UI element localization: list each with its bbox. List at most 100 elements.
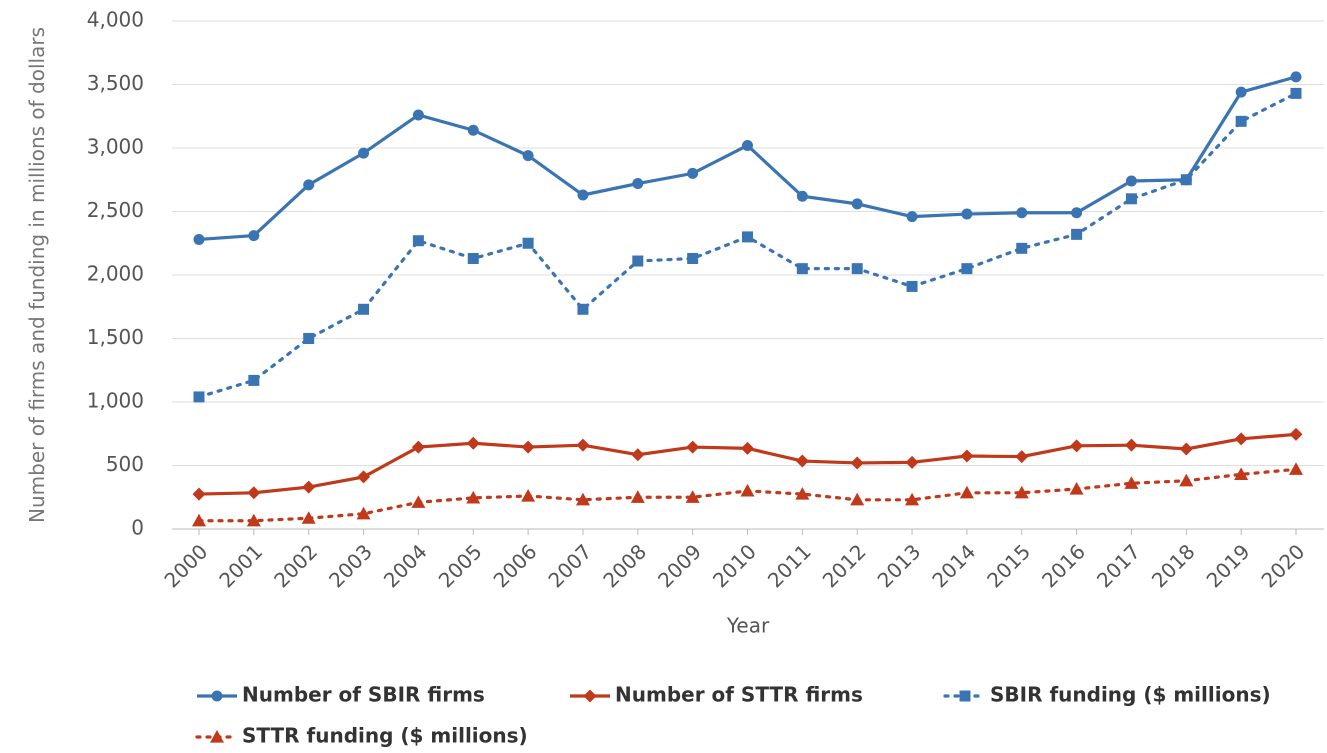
data-point — [906, 211, 918, 223]
x-tick-label: 2009 — [653, 539, 706, 592]
data-point — [851, 263, 863, 275]
data-point — [1290, 87, 1302, 99]
data-point — [630, 490, 645, 503]
data-point — [1289, 462, 1303, 475]
data-point — [1016, 207, 1028, 219]
x-tick-label: 2006 — [489, 539, 542, 592]
data-point — [358, 147, 370, 159]
data-point — [193, 233, 205, 245]
data-point — [1180, 174, 1192, 186]
x-tick-label: 2004 — [379, 539, 432, 592]
x-tick-label: 2003 — [324, 539, 377, 592]
data-point — [1014, 485, 1029, 499]
data-point — [303, 333, 315, 344]
data-point — [1125, 193, 1137, 205]
data-point — [687, 252, 699, 264]
x-tick-label: 2008 — [598, 539, 651, 592]
y-tick-label: 2,000 — [87, 262, 144, 286]
y-tick-label: 3,000 — [87, 135, 144, 159]
data-point — [961, 208, 973, 220]
data-point — [795, 454, 809, 468]
x-tick-label: 2016 — [1037, 539, 1090, 592]
data-point — [467, 124, 479, 136]
data-point — [1016, 242, 1028, 254]
data-point — [905, 455, 919, 469]
data-point — [905, 492, 920, 506]
data-point — [521, 488, 536, 502]
x-tick-label: 2012 — [818, 539, 871, 592]
x-tick-label: 2007 — [543, 539, 596, 592]
data-point — [411, 440, 425, 454]
data-point — [1071, 228, 1083, 240]
data-point — [742, 139, 753, 151]
data-point — [1234, 467, 1249, 480]
legend-label: SBIR funding ($ millions) — [990, 683, 1271, 707]
data-point — [1124, 476, 1139, 489]
data-point — [577, 189, 589, 201]
data-point — [192, 487, 206, 501]
data-point — [466, 436, 480, 450]
legend-marker — [583, 689, 597, 703]
x-tick-label: 2019 — [1202, 539, 1255, 592]
data-point — [960, 449, 974, 463]
x-tick-label: 2018 — [1147, 539, 1200, 592]
data-point — [1289, 427, 1303, 441]
legend-marker — [211, 690, 223, 702]
y-tick-label: 500 — [106, 452, 144, 476]
data-point — [193, 391, 205, 403]
data-point — [248, 230, 260, 242]
x-tick-label: 2005 — [434, 539, 487, 592]
x-tick-label: 2001 — [214, 539, 267, 592]
x-tick-label: 2020 — [1256, 539, 1309, 592]
data-point — [742, 231, 753, 243]
y-tick-label: 1,000 — [87, 389, 144, 413]
data-point — [192, 513, 206, 527]
data-point — [1124, 438, 1138, 452]
data-point — [1235, 86, 1247, 98]
data-point — [1179, 473, 1194, 487]
x-tick-label: 2013 — [873, 539, 926, 592]
data-point — [850, 456, 864, 470]
y-tick-label: 1,500 — [87, 325, 144, 349]
data-point — [575, 492, 590, 506]
data-point — [1070, 439, 1084, 453]
x-tick-label: 2010 — [708, 539, 761, 592]
data-point — [1125, 175, 1137, 187]
data-point — [1071, 207, 1083, 219]
data-point — [303, 179, 315, 191]
x-tick-label: 2017 — [1092, 539, 1145, 592]
data-point — [412, 109, 424, 121]
data-point — [248, 374, 260, 386]
series-line — [197, 91, 1298, 399]
data-point — [577, 303, 589, 315]
data-point — [467, 252, 479, 264]
data-point — [685, 490, 700, 503]
data-point — [356, 506, 371, 520]
x-tick-label: 2015 — [982, 539, 1035, 592]
data-point — [1290, 71, 1302, 83]
data-point — [302, 480, 316, 494]
data-point — [632, 255, 644, 267]
data-point — [411, 495, 426, 508]
data-point — [1234, 432, 1248, 446]
x-tick-label: 2002 — [269, 539, 322, 592]
data-point — [576, 438, 590, 452]
data-point — [1179, 442, 1193, 456]
data-point — [1069, 481, 1084, 495]
data-point — [687, 167, 699, 179]
legend-marker — [210, 730, 224, 743]
data-point — [851, 198, 863, 210]
legend-label: STTR funding ($ millions) — [242, 724, 528, 748]
data-point — [522, 150, 534, 162]
data-point — [686, 440, 700, 454]
x-tick-label: 2000 — [159, 539, 212, 592]
data-point — [412, 235, 424, 247]
data-point — [741, 441, 754, 455]
x-tick-label: 2011 — [763, 539, 816, 592]
data-point — [740, 483, 755, 497]
data-point — [795, 487, 810, 500]
data-point — [959, 485, 974, 499]
data-point — [1015, 450, 1029, 464]
data-point — [906, 280, 918, 292]
